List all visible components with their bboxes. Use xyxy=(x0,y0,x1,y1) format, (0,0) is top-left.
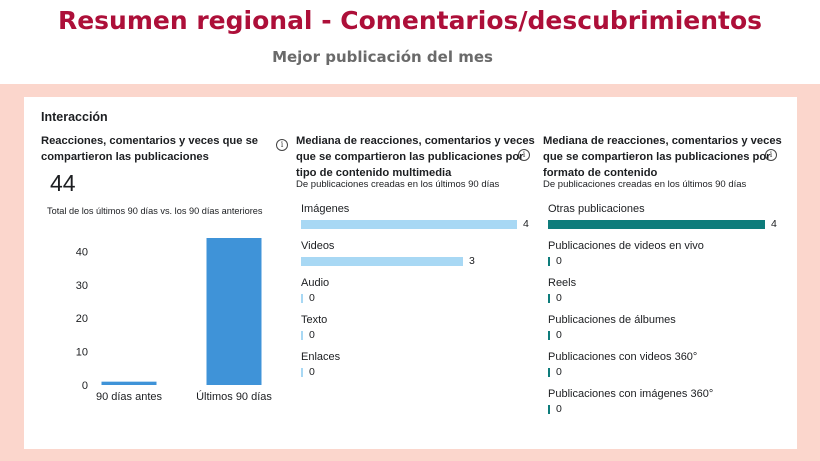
horizontal-bar[interactable] xyxy=(548,331,550,340)
media-type-title-line1: Mediana de reacciones, comentarios y vec… xyxy=(296,135,535,147)
info-icon[interactable]: i xyxy=(276,139,288,151)
bar-category-label: Reels xyxy=(548,277,577,289)
bar-category-label: Otras publicaciones xyxy=(548,203,645,215)
horizontal-bar[interactable] xyxy=(301,368,303,377)
horizontal-bar[interactable] xyxy=(548,368,550,377)
content-format-title-line3: formato de contenido xyxy=(543,167,658,179)
media-type-title-line2: que se compartieron las publicaciones po… xyxy=(296,151,524,163)
content-format-title: Mediana de reacciones, comentarios y vec… xyxy=(543,133,782,181)
bar-category-label: Videos xyxy=(301,240,335,252)
horizontal-bar[interactable] xyxy=(548,257,550,266)
bar-value-label: 0 xyxy=(309,329,315,341)
content-format-title-line1: Mediana de reacciones, comentarios y vec… xyxy=(543,135,782,147)
column-bar[interactable] xyxy=(101,381,157,385)
total-note: Total de los últimos 90 días vs. los 90 … xyxy=(47,206,263,216)
horizontal-bar[interactable] xyxy=(548,220,765,229)
column-bar[interactable] xyxy=(206,238,262,385)
y-tick-label: 40 xyxy=(76,246,88,258)
y-tick-label: 10 xyxy=(76,347,88,359)
bar-category-label: Audio xyxy=(301,277,330,289)
x-tick-label: Últimos 90 días xyxy=(196,390,272,403)
interactions-title-line2: compartieron las publicaciones xyxy=(41,151,209,163)
bar-value-label: 0 xyxy=(556,329,562,341)
bar-value-label: 4 xyxy=(771,218,777,230)
bar-category-label: Publicaciones con videos 360° xyxy=(548,351,698,363)
bar-value-label: 0 xyxy=(556,255,562,267)
info-icon[interactable]: i xyxy=(765,149,777,161)
x-tick-label: 90 días antes xyxy=(96,391,163,403)
page-subtitle: Mejor publicación del mes xyxy=(272,48,493,66)
total-interactions: 44 xyxy=(50,170,76,196)
bar-value-label: 0 xyxy=(556,366,562,378)
bar-category-label: Publicaciones con imágenes 360° xyxy=(548,388,714,400)
bar-value-label: 0 xyxy=(556,403,562,415)
y-tick-label: 20 xyxy=(76,313,88,325)
horizontal-bar[interactable] xyxy=(301,331,303,340)
bar-value-label: 3 xyxy=(469,255,475,267)
bar-category-label: Texto xyxy=(301,314,328,326)
interactions-title-line1: Reacciones, comentarios y veces que se xyxy=(41,135,259,147)
horizontal-bar[interactable] xyxy=(548,294,550,303)
interaction-card: Interacción Reacciones, comentarios y ve… xyxy=(24,97,797,449)
content-format-subtitle: De publicaciones creadas en los últimos … xyxy=(543,179,747,190)
bar-value-label: 4 xyxy=(523,218,529,230)
card-title: Interacción xyxy=(41,110,108,124)
bar-category-label: Enlaces xyxy=(301,351,341,363)
y-tick-label: 0 xyxy=(82,380,88,392)
info-icon[interactable]: i xyxy=(518,149,530,161)
horizontal-bar[interactable] xyxy=(301,294,303,303)
bar-category-label: Publicaciones de álbumes xyxy=(548,314,676,326)
content-format-title-line2: que se compartieron las publicaciones po… xyxy=(543,151,771,163)
bar-category-label: Publicaciones de videos en vivo xyxy=(548,240,704,252)
media-type-subtitle: De publicaciones creadas en los últimos … xyxy=(296,179,500,190)
interactions-column-chart: 0 10 20 30 40 90 días antes Últimos 90 días xyxy=(76,238,272,403)
bar-value-label: 0 xyxy=(556,292,562,304)
y-tick-label: 30 xyxy=(76,280,88,292)
page-title: Resumen regional - Comentarios/descubrim… xyxy=(57,6,763,35)
horizontal-bar[interactable] xyxy=(301,257,463,266)
media-type-title: Mediana de reacciones, comentarios y vec… xyxy=(296,133,535,181)
bar-value-label: 0 xyxy=(309,366,315,378)
horizontal-bar[interactable] xyxy=(548,405,550,414)
interactions-title: Reacciones, comentarios y veces que se c… xyxy=(41,133,258,165)
horizontal-bar[interactable] xyxy=(301,220,517,229)
media-type-title-line3: tipo de contenido multimedia xyxy=(296,167,452,179)
bar-category-label: Imágenes xyxy=(301,203,350,215)
bar-value-label: 0 xyxy=(309,292,315,304)
